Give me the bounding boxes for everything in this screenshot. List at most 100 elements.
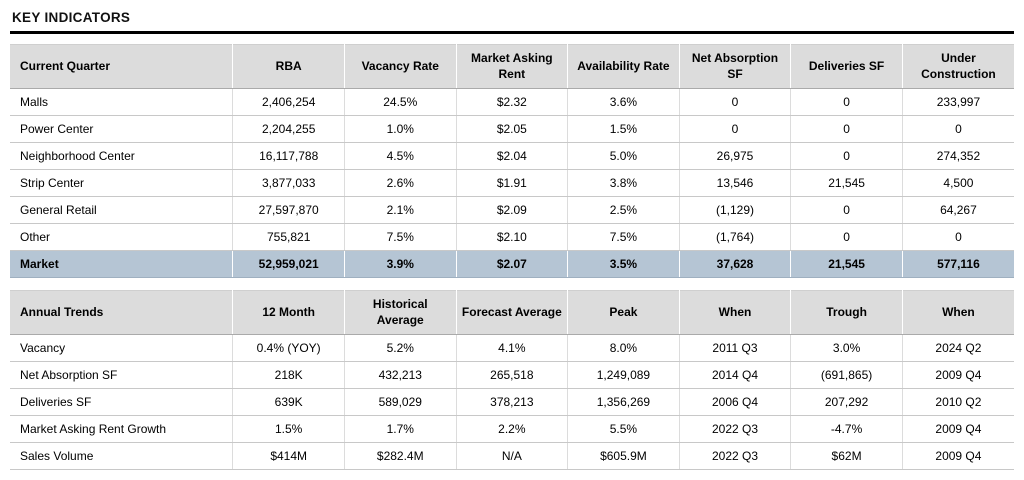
table-cell: 0 [790, 223, 903, 252]
table-cell: 1.7% [344, 415, 457, 444]
table-cell: 639K [232, 388, 345, 417]
column-header: Forecast Average [456, 290, 569, 336]
table-cell: 0 [902, 115, 1014, 144]
column-header: Current Quarter [10, 43, 234, 90]
table-cell: 233,997 [902, 88, 1014, 117]
table-cell: 2024 Q2 [902, 334, 1014, 363]
table-cell: 2011 Q3 [679, 334, 792, 363]
table-cell: 2022 Q3 [679, 415, 792, 444]
row-label: Net Absorption SF [10, 361, 234, 390]
table-cell: 2,406,254 [232, 88, 345, 117]
table-cell: 2.1% [344, 196, 457, 225]
table-cell: 1.0% [344, 115, 457, 144]
current-quarter-table: Current Quarter RBA Vacancy Rate Market … [10, 43, 1014, 279]
column-header: Market Asking Rent [456, 43, 569, 90]
table-cell: 2022 Q3 [679, 442, 792, 471]
market-total-row: Market 52,959,021 3.9% $2.07 3.5% 37,628… [10, 250, 1014, 279]
table-cell: $2.09 [456, 196, 569, 225]
row-label: General Retail [10, 196, 234, 225]
table-cell: 3.9% [344, 250, 457, 279]
column-header: Vacancy Rate [344, 43, 457, 90]
row-label: Strip Center [10, 169, 234, 198]
table-cell-negative: (1,764) [679, 223, 792, 252]
column-header: 12 Month [232, 290, 345, 336]
table-cell-negative: (691,865) [790, 361, 903, 390]
table-cell: 2.5% [567, 196, 680, 225]
table-cell: 2,204,255 [232, 115, 345, 144]
table-cell: 2.6% [344, 169, 457, 198]
row-label: Neighborhood Center [10, 142, 234, 171]
table-cell: 27,597,870 [232, 196, 345, 225]
column-header: Historical Average [344, 290, 457, 336]
table-cell: 0 [790, 196, 903, 225]
table-cell: 755,821 [232, 223, 345, 252]
table-row: Vacancy 0.4% (YOY) 5.2% 4.1% 8.0% 2011 Q… [10, 334, 1014, 363]
table-cell: 432,213 [344, 361, 457, 390]
table-cell: 24.5% [344, 88, 457, 117]
table-row: Market Asking Rent Growth 1.5% 1.7% 2.2%… [10, 415, 1014, 444]
table-row: General Retail 27,597,870 2.1% $2.09 2.5… [10, 196, 1014, 225]
table-cell: 4.1% [456, 334, 569, 363]
table-cell: $2.07 [456, 250, 569, 279]
table-cell: 37,628 [679, 250, 792, 279]
table-cell: 2010 Q2 [902, 388, 1014, 417]
column-header: Trough [790, 290, 903, 336]
table-cell: 13,546 [679, 169, 792, 198]
row-label: Deliveries SF [10, 388, 234, 417]
table-row: Net Absorption SF 218K 432,213 265,518 1… [10, 361, 1014, 390]
table-cell: 5.0% [567, 142, 680, 171]
table-cell: 1.5% [232, 415, 345, 444]
table-cell: 16,117,788 [232, 142, 345, 171]
table-cell: $2.04 [456, 142, 569, 171]
row-label: Market [10, 250, 234, 279]
table-cell: 7.5% [567, 223, 680, 252]
table-cell: 5.2% [344, 334, 457, 363]
table-cell-negative: (1,129) [679, 196, 792, 225]
table-cell: 3.6% [567, 88, 680, 117]
table-gap [10, 278, 1014, 290]
table-cell: 207,292 [790, 388, 903, 417]
column-header: RBA [232, 43, 345, 90]
annual-trends-table: Annual Trends 12 Month Historical Averag… [10, 290, 1014, 471]
table-cell: 26,975 [679, 142, 792, 171]
table-cell: $2.05 [456, 115, 569, 144]
table-cell: 21,545 [790, 250, 903, 279]
table-cell: 2014 Q4 [679, 361, 792, 390]
row-label: Power Center [10, 115, 234, 144]
table-cell: 52,959,021 [232, 250, 345, 279]
table-cell: 577,116 [902, 250, 1014, 279]
table-cell: $2.10 [456, 223, 569, 252]
table-cell: 2009 Q4 [902, 361, 1014, 390]
table-cell: 3.5% [567, 250, 680, 279]
table-cell: 274,352 [902, 142, 1014, 171]
table-cell: 0 [790, 115, 903, 144]
table-cell: $62M [790, 442, 903, 471]
column-header: When [679, 290, 792, 336]
table-cell: $1.91 [456, 169, 569, 198]
table-cell: 2006 Q4 [679, 388, 792, 417]
table-cell: 1.5% [567, 115, 680, 144]
table-row: Sales Volume $414M $282.4M N/A $605.9M 2… [10, 442, 1014, 471]
table-cell: 4.5% [344, 142, 457, 171]
table-cell: 3,877,033 [232, 169, 345, 198]
table-cell: 3.8% [567, 169, 680, 198]
column-header: Peak [567, 290, 680, 336]
table-cell: 1,356,269 [567, 388, 680, 417]
table-cell: 0 [790, 142, 903, 171]
table-cell: 0.4% (YOY) [232, 334, 345, 363]
table-row: Malls 2,406,254 24.5% $2.32 3.6% 0 0 233… [10, 88, 1014, 117]
column-header: Net Absorption SF [679, 43, 792, 90]
table-cell: 378,213 [456, 388, 569, 417]
table-header-row: Current Quarter RBA Vacancy Rate Market … [10, 43, 1014, 90]
row-label: Vacancy [10, 334, 234, 363]
table-cell: 218K [232, 361, 345, 390]
column-header: When [902, 290, 1014, 336]
table-cell: 4,500 [902, 169, 1014, 198]
column-header: Annual Trends [10, 290, 234, 336]
column-header: Deliveries SF [790, 43, 903, 90]
table-cell: 5.5% [567, 415, 680, 444]
table-cell: 64,267 [902, 196, 1014, 225]
table-cell: $605.9M [567, 442, 680, 471]
row-label: Sales Volume [10, 442, 234, 471]
